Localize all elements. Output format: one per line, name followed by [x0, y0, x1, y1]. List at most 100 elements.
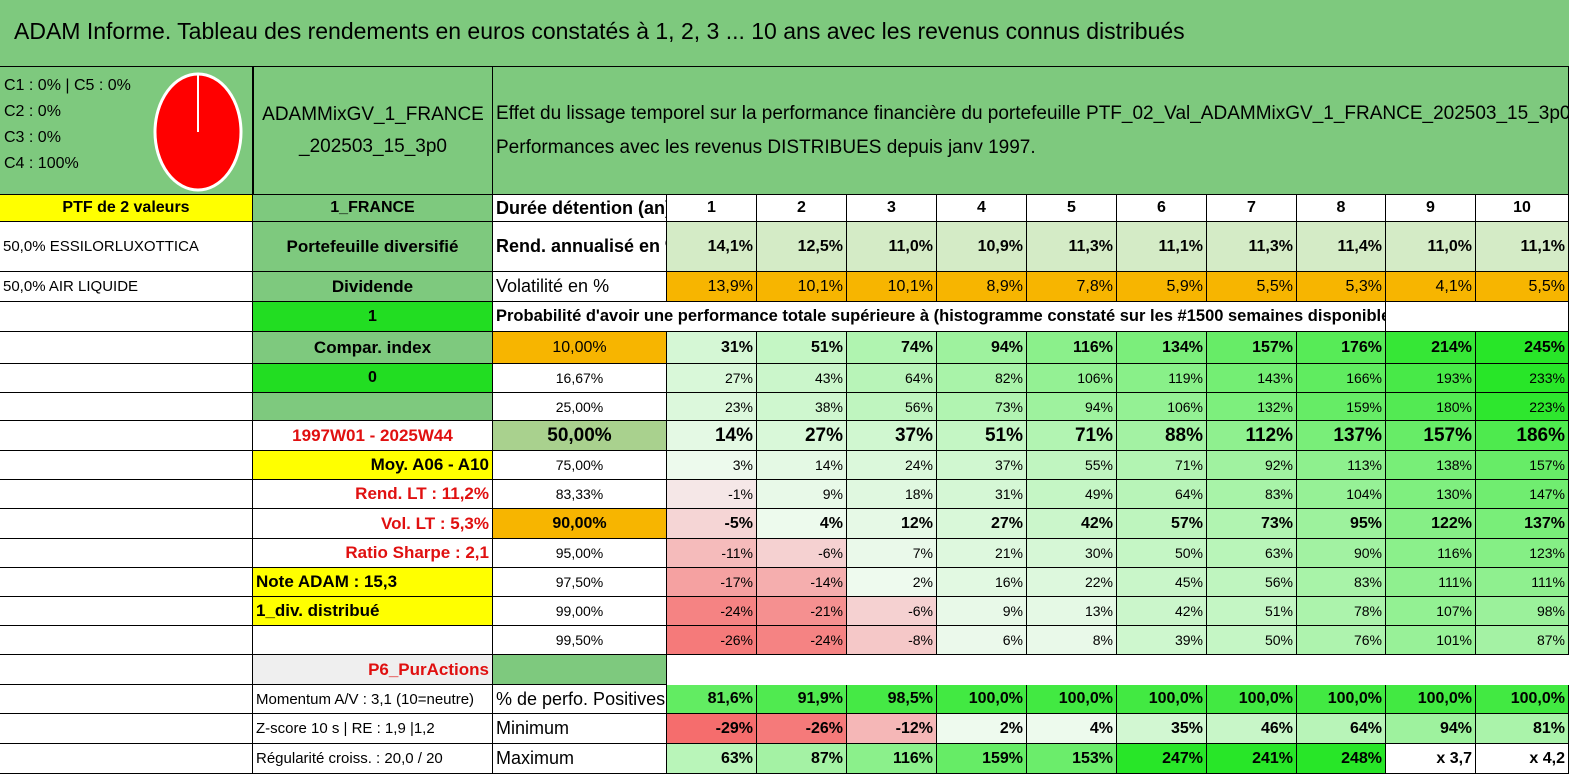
holding-1: 50,0% ESSILORLUXOTTICA — [0, 222, 253, 272]
max-value: 87% — [757, 744, 847, 774]
probability-value: 27% — [667, 364, 757, 393]
period-label: 1997W01 - 2025W44 — [253, 421, 493, 451]
probability-value: 104% — [1297, 480, 1386, 509]
probability-value: 14% — [667, 421, 757, 451]
probability-value: 50% — [1117, 539, 1207, 568]
probability-value: 8% — [1027, 626, 1117, 655]
left-empty — [0, 332, 253, 364]
pos-value: 100,0% — [1476, 685, 1569, 714]
rend-value: 11,3% — [1027, 222, 1117, 272]
probability-value: 147% — [1476, 480, 1569, 509]
left-empty — [0, 744, 253, 774]
probability-value: 56% — [847, 393, 937, 421]
pos-value: 81,6% — [667, 685, 757, 714]
probability-value: 112% — [1207, 421, 1297, 451]
max-value: 247% — [1117, 744, 1207, 774]
probability-value: 39% — [1117, 626, 1207, 655]
left-empty — [0, 421, 253, 451]
probability-value: -11% — [667, 539, 757, 568]
vol-value: 10,1% — [847, 272, 937, 302]
compar-index-label: Compar. index — [253, 332, 493, 364]
probability-value: 116% — [1027, 332, 1117, 364]
vol-value: 8,9% — [937, 272, 1027, 302]
year-header: 8 — [1297, 195, 1386, 222]
max-value: x 4,2 — [1476, 744, 1569, 774]
probability-value: 214% — [1386, 332, 1476, 364]
probability-value: 12% — [847, 509, 937, 539]
portfolio-name: ADAMMixGV_1_FRANCE_202503_15_3p0 — [262, 103, 484, 157]
description-line1: Effet du lissage temporel sur la perform… — [496, 102, 1569, 124]
probability-threshold: 97,50% — [493, 568, 667, 597]
pos-value: 100,0% — [1297, 685, 1386, 714]
probability-value: 27% — [937, 509, 1027, 539]
probability-value: 159% — [1297, 393, 1386, 421]
probability-value: 94% — [937, 332, 1027, 364]
probability-value: 166% — [1297, 364, 1386, 393]
probability-value: 16% — [937, 568, 1027, 597]
max-label: Maximum — [493, 744, 667, 774]
probability-value: 132% — [1207, 393, 1297, 421]
probability-value: 45% — [1117, 568, 1207, 597]
rend-value: 11,0% — [1386, 222, 1476, 272]
vol-value: 10,1% — [757, 272, 847, 302]
probability-value: 74% — [847, 332, 937, 364]
dividend-value: 1 — [253, 302, 493, 332]
probability-value: 186% — [1476, 421, 1569, 451]
min-value: 94% — [1386, 714, 1476, 744]
vol-value: 5,3% — [1297, 272, 1386, 302]
rend-value: 11,0% — [847, 222, 937, 272]
momentum-label: Momentum A/V : 3,1 (10=neutre) — [253, 685, 493, 714]
left-empty — [0, 451, 253, 480]
probability-value: 193% — [1386, 364, 1476, 393]
side-empty-green — [253, 393, 493, 421]
probability-value: 2% — [847, 568, 937, 597]
probability-value: 51% — [937, 421, 1027, 451]
probability-value: 111% — [1476, 568, 1569, 597]
probability-threshold: 75,00% — [493, 451, 667, 480]
probability-value: 3% — [667, 451, 757, 480]
probability-value: 31% — [667, 332, 757, 364]
rend-label: Rend. annualisé en % — [493, 222, 667, 272]
class-line: C4 : 100% — [4, 155, 79, 172]
probability-value: 113% — [1297, 451, 1386, 480]
ptf-count-label: PTF de 2 valeurs — [0, 195, 253, 222]
left-empty — [0, 655, 253, 685]
left-empty — [0, 509, 253, 539]
probability-value: 73% — [937, 393, 1027, 421]
min-value: 46% — [1207, 714, 1297, 744]
compar-index-value: 0 — [253, 364, 493, 393]
year-header: 10 — [1476, 195, 1569, 222]
probability-value: 51% — [1207, 597, 1297, 626]
probability-value: 87% — [1476, 626, 1569, 655]
allocation-pie-chart — [153, 72, 243, 192]
probability-threshold: 83,33% — [493, 480, 667, 509]
probability-value: 4% — [757, 509, 847, 539]
vol-value: 5,5% — [1207, 272, 1297, 302]
min-value: 2% — [937, 714, 1027, 744]
left-empty — [0, 568, 253, 597]
probability-value: 23% — [667, 393, 757, 421]
probability-value: 9% — [757, 480, 847, 509]
probability-value: 176% — [1297, 332, 1386, 364]
left-empty — [0, 597, 253, 626]
rend-value: 11,1% — [1476, 222, 1569, 272]
probability-value: -24% — [667, 597, 757, 626]
left-empty — [0, 626, 253, 655]
pos-value: 91,9% — [757, 685, 847, 714]
probability-value: 101% — [1386, 626, 1476, 655]
probability-value: 73% — [1207, 509, 1297, 539]
vol-value: 13,9% — [667, 272, 757, 302]
max-value: 116% — [847, 744, 937, 774]
probability-value: 157% — [1476, 451, 1569, 480]
probability-value: 106% — [1027, 364, 1117, 393]
probability-value: -1% — [667, 480, 757, 509]
year-header: 5 — [1027, 195, 1117, 222]
left-empty — [0, 539, 253, 568]
probability-value: 90% — [1297, 539, 1386, 568]
probability-value: 78% — [1297, 597, 1386, 626]
probability-value: 43% — [757, 364, 847, 393]
year-header: 7 — [1207, 195, 1297, 222]
probability-value: 14% — [757, 451, 847, 480]
probability-value: 107% — [1386, 597, 1476, 626]
